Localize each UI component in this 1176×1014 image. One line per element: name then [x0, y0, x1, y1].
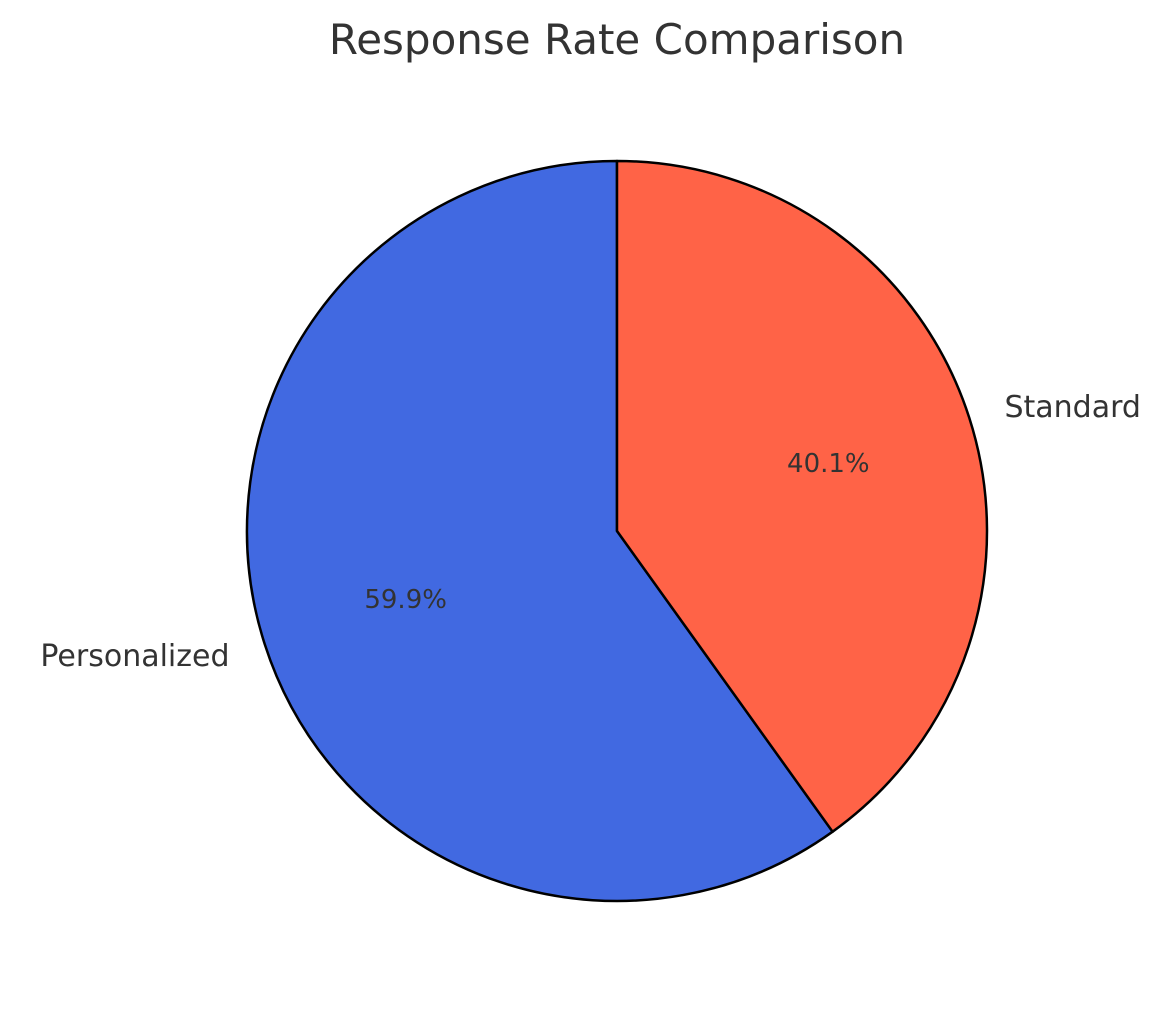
- slice-label-standard: Standard: [1004, 390, 1140, 425]
- slice-standard: [615, 159, 989, 833]
- slice-label-personalized: Personalized: [40, 639, 229, 674]
- pct-label-personalized: 59.9%: [364, 585, 447, 615]
- pct-label-standard: 40.1%: [787, 449, 870, 479]
- pie-slices: [245, 159, 989, 903]
- slice-personalized: [245, 159, 834, 903]
- chart-title: Response Rate Comparison: [329, 15, 905, 64]
- pie-labels: Personalized 59.9% Standard 40.1%: [40, 390, 1141, 674]
